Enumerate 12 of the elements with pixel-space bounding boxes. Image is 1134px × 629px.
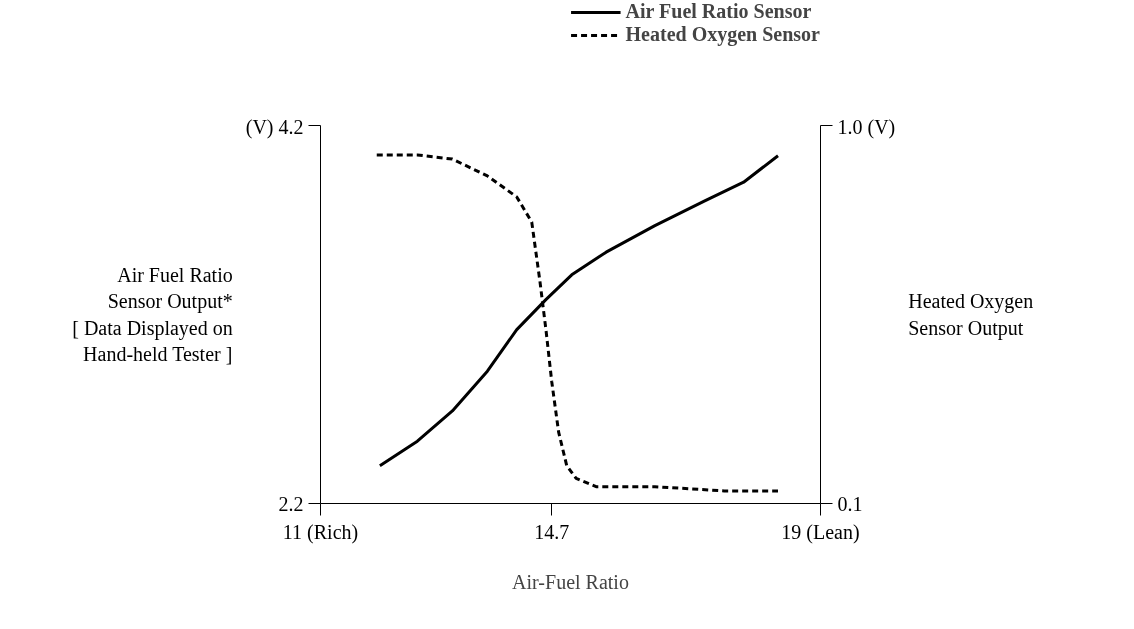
y-axis-title: Air Fuel Ratio Sensor Output* [ Data Displayed on Hand-held Tester ]: [72, 263, 233, 366]
x-tick-label: 19 (Lean): [781, 520, 860, 544]
x-axis-title: Air-Fuel Ratio: [512, 570, 629, 593]
y-tick-label: 2.2: [278, 492, 304, 515]
legend-label: Air Fuel Ratio Sensor: [625, 0, 812, 23]
y2-axis-title: Heated Oxygen Sensor Output: [908, 290, 1034, 340]
y2-tick-label: 0.1: [837, 492, 863, 515]
x-tick-label: 14.7: [534, 520, 570, 543]
y2-tick-label: 1.0 (V): [837, 115, 896, 139]
x-tick-label: 11 (Rich): [282, 520, 359, 544]
legend-label: Heated Oxygen Sensor: [625, 23, 820, 46]
y-tick-label: (V) 4.2: [245, 115, 304, 139]
